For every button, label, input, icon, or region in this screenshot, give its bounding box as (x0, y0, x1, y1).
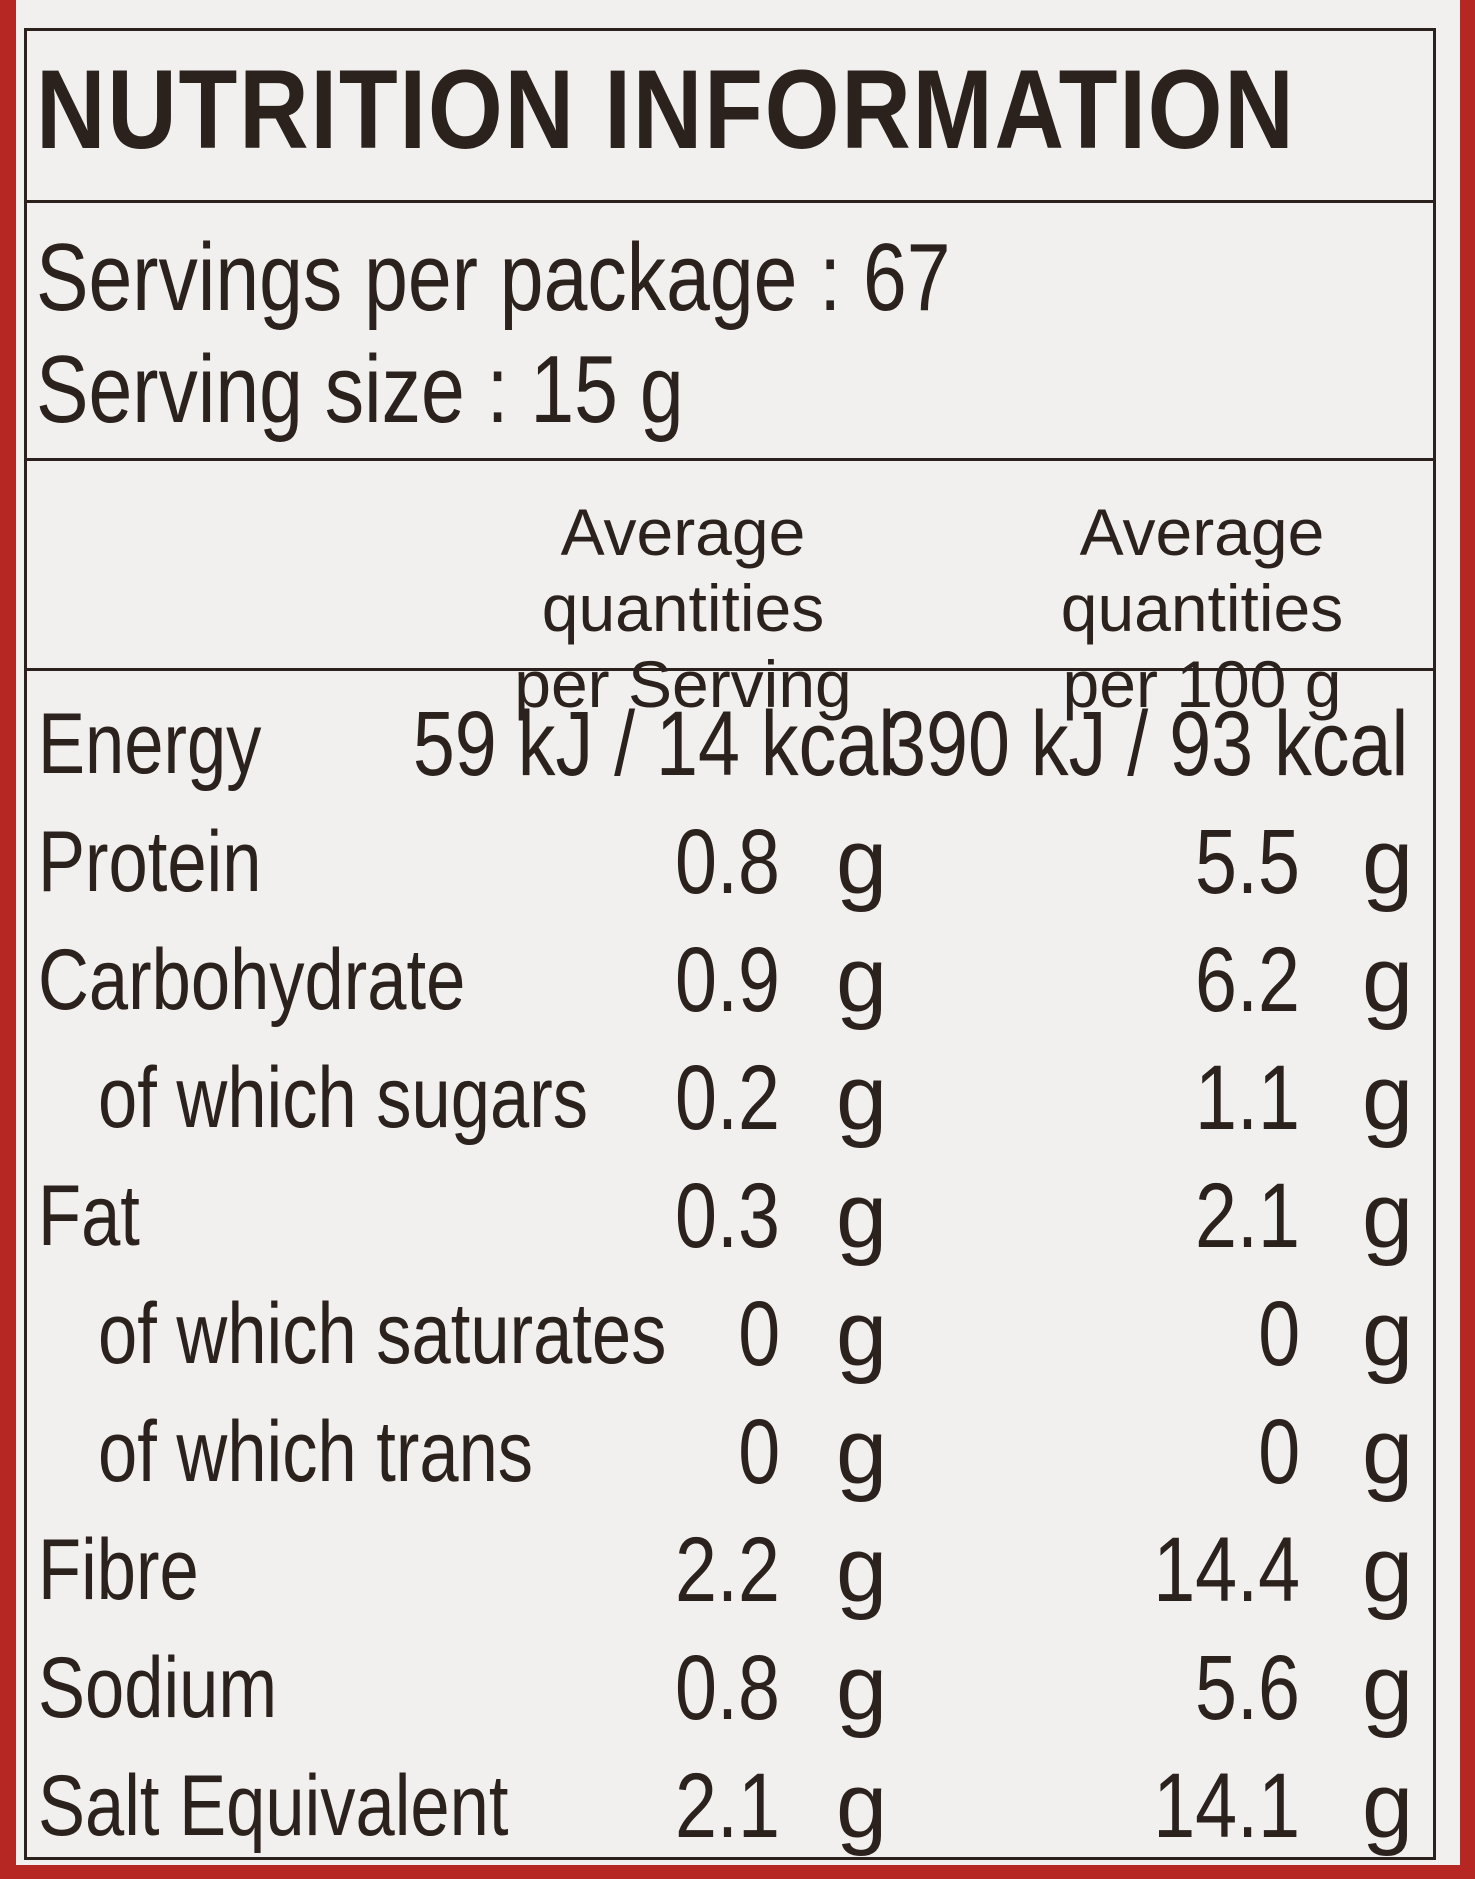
column-header-per-serving: Average quantities per Serving (463, 494, 903, 722)
divider-servings (24, 458, 1436, 461)
nutrient-row: Protein 0.8 g 5.5 g (16, 803, 1460, 921)
per-serving-value: 0.2 (675, 1047, 780, 1149)
per-100g-value: 390 kJ / 93 kcal (883, 693, 1408, 795)
per-serving-unit: g (836, 1165, 888, 1267)
per-serving-unit: g (836, 1519, 888, 1621)
nutrient-row: Energy 59 kJ / 14 kcal 390 kJ / 93 kcal (16, 685, 1460, 803)
nutrient-row: Salt Equivalent 2.1 g 14.1 g (16, 1747, 1460, 1865)
nutrient-label: Fibre (38, 1522, 199, 1618)
per-100g-value: 1.1 (1195, 1047, 1300, 1149)
per-100g-value: 0 (1258, 1283, 1300, 1385)
column-header-per-serving-line1: Average quantities (541, 495, 825, 645)
per-serving-value: 2.1 (675, 1755, 780, 1857)
nutrition-label-panel: NUTRITION INFORMATION Servings per packa… (16, 0, 1460, 1865)
per-100g-unit: g (1362, 929, 1414, 1031)
per-100g-unit: g (1362, 1047, 1414, 1149)
per-100g-unit: g (1362, 811, 1414, 913)
per-100g-value: 14.1 (1153, 1755, 1300, 1857)
per-serving-unit: g (836, 1755, 888, 1857)
nutrient-label: Protein (38, 814, 262, 910)
nutrient-label: Sodium (38, 1640, 278, 1736)
nutrient-row: Fat 0.3 g 2.1 g (16, 1157, 1460, 1275)
per-serving-unit: g (836, 811, 888, 913)
nutrient-row: of which trans 0 g 0 g (16, 1393, 1460, 1511)
nutrient-row: of which saturates 0 g 0 g (16, 1275, 1460, 1393)
per-100g-value: 6.2 (1195, 929, 1300, 1031)
nutrient-label: Fat (38, 1168, 140, 1264)
per-serving-value: 0.8 (675, 811, 780, 913)
per-100g-value: 5.5 (1195, 811, 1300, 913)
nutrient-label: Energy (38, 696, 262, 792)
per-100g-unit: g (1362, 1755, 1414, 1857)
per-100g-unit: g (1362, 1519, 1414, 1621)
per-100g-unit: g (1362, 1401, 1414, 1503)
per-serving-value: 59 kJ / 14 kcal (412, 693, 895, 795)
nutrient-label: of which sugars (98, 1050, 588, 1146)
per-serving-value: 0 (738, 1283, 780, 1385)
nutrition-table-frame (24, 28, 1436, 1860)
serving-size: Serving size : 15 g (36, 336, 684, 443)
per-serving-unit: g (836, 1401, 888, 1503)
nutrient-row: Sodium 0.8 g 5.6 g (16, 1629, 1460, 1747)
per-serving-unit: g (836, 1637, 888, 1739)
per-100g-value: 0 (1258, 1401, 1300, 1503)
nutrient-label: of which saturates (98, 1286, 667, 1382)
per-100g-value: 14.4 (1153, 1519, 1300, 1621)
per-100g-unit: g (1362, 1637, 1414, 1739)
per-serving-value: 2.2 (675, 1519, 780, 1621)
per-serving-value: 0 (738, 1401, 780, 1503)
nutrient-row: Fibre 2.2 g 14.4 g (16, 1511, 1460, 1629)
servings-per-package: Servings per package : 67 (36, 224, 951, 331)
per-100g-value: 5.6 (1195, 1637, 1300, 1739)
per-serving-unit: g (836, 1283, 888, 1385)
column-header-per-100g-line1: Average quantities (1060, 495, 1344, 645)
nutrient-rows: Energy 59 kJ / 14 kcal 390 kJ / 93 kcal Pro… (16, 685, 1460, 1865)
per-100g-value: 2.1 (1195, 1165, 1300, 1267)
per-serving-value: 0.8 (675, 1637, 780, 1739)
column-header-per-100g: Average quantities per 100 g (982, 494, 1422, 722)
divider-header (24, 668, 1436, 671)
per-serving-unit: g (836, 1047, 888, 1149)
column-header-per-100g-line2: per 100 g (1062, 647, 1342, 721)
per-serving-value: 0.9 (675, 929, 780, 1031)
per-100g-unit: g (1362, 1283, 1414, 1385)
nutrient-label: of which trans (98, 1404, 534, 1500)
nutrient-row: of which sugars 0.2 g 1.1 g (16, 1039, 1460, 1157)
column-header-per-serving-line2: per Serving (514, 647, 852, 721)
nutrient-row: Carbohydrate 0.9 g 6.2 g (16, 921, 1460, 1039)
nutrition-title: NUTRITION INFORMATION (36, 47, 1296, 172)
per-serving-value: 0.3 (675, 1165, 780, 1267)
per-serving-unit: g (836, 929, 888, 1031)
per-100g-unit: g (1362, 1165, 1414, 1267)
nutrient-label: Salt Equivalent (38, 1758, 509, 1854)
nutrient-label: Carbohydrate (38, 932, 466, 1028)
divider-title (24, 200, 1436, 203)
